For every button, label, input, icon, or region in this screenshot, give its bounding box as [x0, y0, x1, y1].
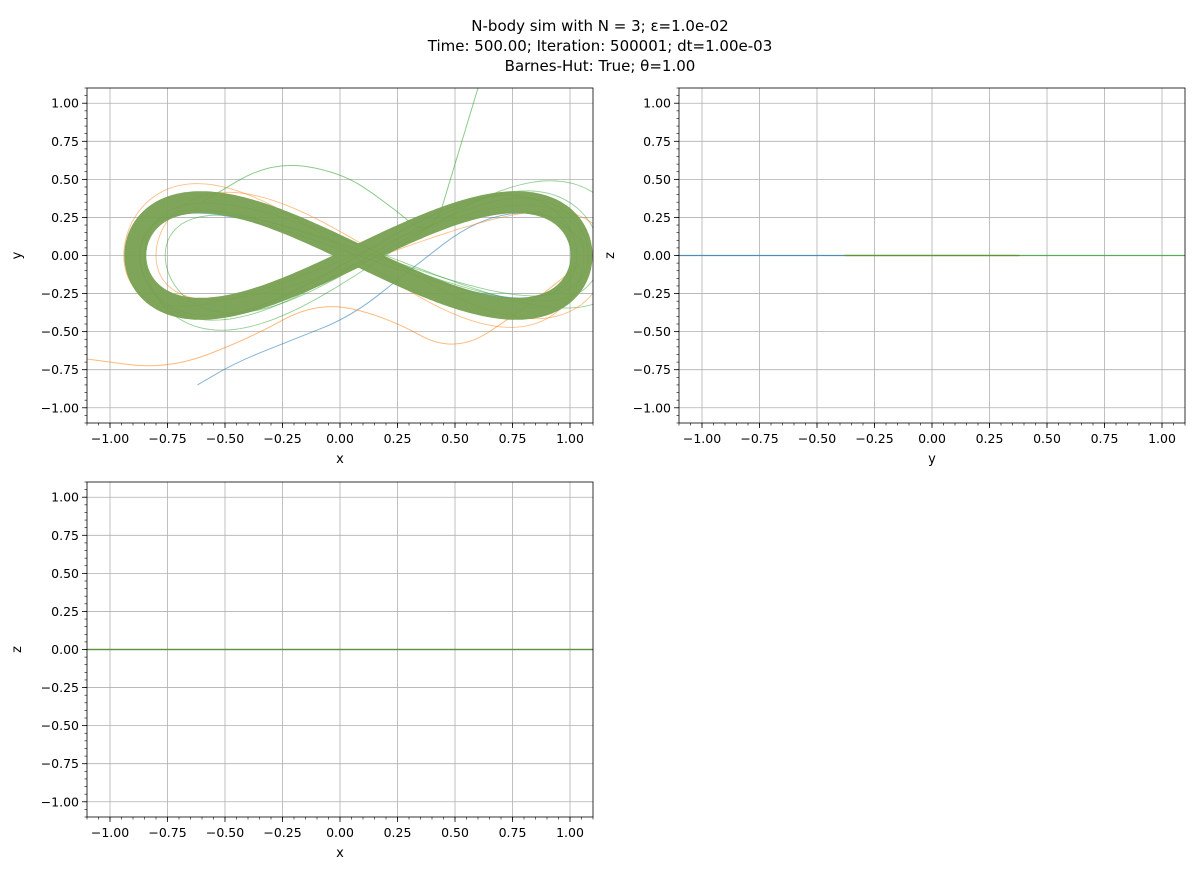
series-2-line — [87, 262, 582, 367]
x-tick-label: 0.00 — [918, 431, 946, 446]
figure-title: N-body sim with N = 3; ε=1.0e-02 Time: 5… — [427, 17, 772, 75]
y-axis-label: z — [603, 252, 618, 259]
y-tick-label: −1.00 — [41, 794, 79, 809]
x-tick-label: −0.75 — [740, 431, 778, 446]
axes-frame — [678, 87, 1186, 424]
x-tick-label: 0.00 — [326, 431, 354, 446]
y-tick-label: 0.00 — [643, 248, 671, 263]
y-axis-label: z — [10, 646, 25, 653]
y-tick-label: 1.00 — [51, 490, 79, 505]
axes-frame — [86, 87, 594, 424]
y-tick-label: −0.75 — [41, 756, 79, 771]
x-tick-label: −0.75 — [148, 825, 186, 840]
y-tick-label: −0.75 — [633, 362, 671, 377]
plot-area — [87, 88, 593, 386]
x-tick-label: 0.75 — [1091, 431, 1119, 446]
y-tick-label: −0.25 — [41, 286, 79, 301]
y-tick-label: −1.00 — [633, 400, 671, 415]
yz-projection: −1.00 −1.00 −0.75 −0.75 −0.50 −0.50 −0.25 −0.25… — [603, 87, 1186, 467]
x-tick-label: −0.25 — [855, 431, 893, 446]
y-tick-label: 0.25 — [643, 210, 671, 225]
y-tick-label: 0.75 — [643, 134, 671, 149]
subplots: −1.00 −1.00 −0.75 −0.75 −0.50 −0.50 −0.25 −0.25… — [10, 87, 1186, 861]
series-1-line — [197, 212, 582, 386]
x-tick-label: −0.50 — [206, 825, 244, 840]
x-tick-label: 0.50 — [441, 825, 469, 840]
y-tick-label: 0.00 — [51, 248, 79, 263]
y-tick-label: 0.00 — [51, 642, 79, 657]
xy-projection: −1.00 −1.00 −0.75 −0.75 −0.50 −0.50 −0.25 −0.25… — [10, 87, 594, 467]
x-tick-label: −0.75 — [148, 431, 186, 446]
ticks: −1.00 −1.00 −0.75 −0.75 −0.50 −0.50 −0.25 −0.25… — [633, 87, 1186, 446]
y-tick-label: 0.50 — [643, 172, 671, 187]
x-tick-label: 1.00 — [556, 431, 584, 446]
x-tick-label: −0.50 — [206, 431, 244, 446]
y-tick-label: −0.50 — [633, 324, 671, 339]
y-tick-label: −0.25 — [41, 680, 79, 695]
ticks: −1.00 −1.00 −0.75 −0.75 −0.50 −0.50 −0.25 −0.25… — [41, 87, 594, 446]
y-tick-label: 1.00 — [643, 96, 671, 111]
x-tick-label: 0.25 — [384, 825, 412, 840]
x-tick-label: −0.25 — [263, 825, 301, 840]
x-axis-label: y — [928, 452, 936, 467]
x-tick-label: 0.25 — [384, 431, 412, 446]
x-tick-label: 0.50 — [441, 431, 469, 446]
y-tick-label: 0.25 — [51, 604, 79, 619]
x-axis-label: x — [336, 452, 344, 467]
y-tick-label: 0.25 — [51, 210, 79, 225]
series-3-line — [201, 88, 479, 228]
axes-frame — [86, 481, 594, 818]
x-tick-label: 0.50 — [1033, 431, 1061, 446]
x-tick-label: 1.00 — [556, 825, 584, 840]
figure-eight-band — [124, 191, 593, 320]
title-line-2: Time: 500.00; Iteration: 500001; dt=1.00… — [427, 37, 772, 55]
title-line-3: Barnes-Hut: True; θ=1.00 — [505, 57, 696, 75]
y-tick-label: −0.75 — [41, 362, 79, 377]
x-tick-label: −1.00 — [91, 431, 129, 446]
y-tick-label: −0.50 — [41, 718, 79, 733]
ticks: −1.00 −1.00 −0.75 −0.75 −0.50 −0.50 −0.25 −0.25… — [41, 481, 594, 840]
y-tick-label: 0.75 — [51, 134, 79, 149]
y-tick-label: −0.50 — [41, 324, 79, 339]
y-axis-label: y — [10, 251, 25, 259]
y-tick-label: 0.50 — [51, 172, 79, 187]
y-tick-label: −0.25 — [633, 286, 671, 301]
x-tick-label: 0.75 — [499, 431, 527, 446]
x-tick-label: 1.00 — [1148, 431, 1176, 446]
x-tick-label: −0.25 — [263, 431, 301, 446]
y-tick-label: −1.00 — [41, 400, 79, 415]
x-axis-label: x — [336, 846, 344, 861]
x-tick-label: 0.25 — [976, 431, 1004, 446]
x-tick-label: 0.75 — [499, 825, 527, 840]
x-tick-label: −0.50 — [798, 431, 836, 446]
x-tick-label: 0.00 — [326, 825, 354, 840]
x-tick-label: −1.00 — [91, 825, 129, 840]
y-tick-label: 0.50 — [51, 566, 79, 581]
x-tick-label: −1.00 — [683, 431, 721, 446]
xz-projection: −1.00 −1.00 −0.75 −0.75 −0.50 −0.50 −0.25 −0.25… — [10, 481, 594, 861]
title-line-1: N-body sim with N = 3; ε=1.0e-02 — [471, 17, 728, 35]
y-tick-label: 1.00 — [51, 96, 79, 111]
y-tick-label: 0.75 — [51, 528, 79, 543]
